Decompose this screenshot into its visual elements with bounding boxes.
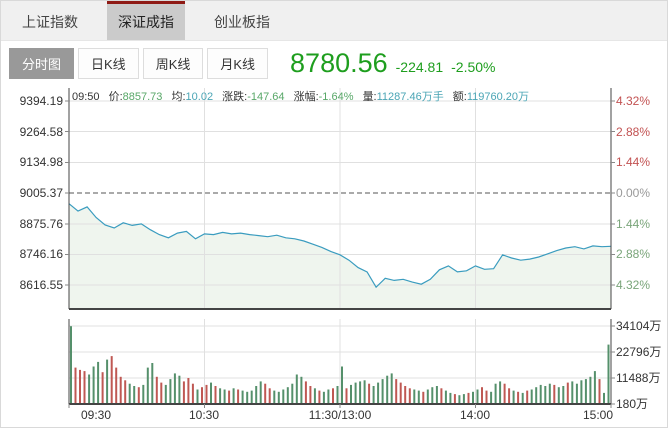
period-button-intraday[interactable]: 分时图 — [9, 48, 75, 79]
readout-avg-value: 10.02 — [185, 91, 214, 103]
readout-amount-value: 119760.20万 — [466, 91, 530, 103]
x-axis-time-label: 14:00 — [459, 408, 491, 422]
readout-price-label: 价: — [108, 91, 123, 103]
tab-shanghai-index[interactable]: 上证指数 — [22, 14, 78, 30]
readout-volume-value: 11287.46万手 — [376, 91, 444, 103]
period-button-daily-k[interactable]: 日K线 — [78, 48, 139, 79]
tab-chinext-index[interactable]: 创业板指 — [214, 14, 270, 30]
y-axis-price-label: 9264.58 — [19, 125, 63, 139]
x-axis-time-label: 10:30 — [188, 408, 220, 422]
readout-time: 09:50 — [72, 91, 100, 103]
y-axis-pct-label: 4.32% — [616, 278, 651, 292]
index-quote: 8780.56 -224.81 -2.50% — [290, 48, 495, 79]
chart-area: 09:50 价:8857.73 均:10.02 涨跌:-147.64 涨幅:-1… — [1, 86, 667, 427]
price-change: -224.81 — [395, 59, 444, 75]
axis-ticks — [65, 100, 615, 408]
price-line — [68, 203, 612, 289]
y-axis-price-label: 8746.16 — [19, 247, 63, 261]
y-axis-pct-label: 1.44% — [616, 217, 651, 231]
readout-changepct-value: -1.64% — [318, 91, 354, 103]
y-axis-pct-label: 4.32% — [616, 94, 651, 108]
hover-readout: 09:50 价:8857.73 均:10.02 涨跌:-147.64 涨幅:-1… — [72, 88, 529, 104]
readout-changepct-label: 涨幅: — [293, 91, 319, 103]
y-axis-pct-label: 2.88% — [616, 247, 651, 261]
last-price: 8780.56 — [290, 48, 388, 78]
readout-change-value: -147.64 — [247, 91, 285, 103]
y-axis-pct-label: 1.44% — [616, 155, 651, 169]
readout-avg-label: 均: — [171, 91, 186, 103]
chart-toolbar: 分时图 日K线 周K线 月K线 8780.56 -224.81 -2.50% — [1, 41, 667, 86]
period-button-weekly-k[interactable]: 周K线 — [142, 48, 204, 79]
y-axis-pct-label: 0.00% — [616, 186, 651, 200]
y-axis-volume-label: 180万 — [616, 397, 649, 411]
x-axis-time-label: 11:30/13:00 — [308, 408, 372, 422]
y-axis-price-label: 9394.19 — [19, 94, 63, 108]
readout-change-label: 涨跌: — [222, 91, 248, 103]
x-axis-time-label: 15:00 — [582, 408, 613, 422]
period-button-monthly-k[interactable]: 月K线 — [207, 48, 269, 79]
y-axis-volume-label: 11488万 — [616, 371, 661, 385]
tab-shenzhen-index[interactable]: 深证成指 — [107, 1, 185, 40]
y-axis-volume-label: 22796万 — [616, 345, 662, 359]
readout-price-value: 8857.73 — [122, 91, 163, 103]
readout-amount-label: 额: — [452, 91, 467, 103]
intraday-chart-canvas[interactable] — [1, 86, 667, 427]
price-change-pct: -2.50% — [451, 59, 496, 75]
y-axis-volume-label: 34104万 — [616, 319, 662, 333]
index-tabs: 上证指数 深证成指 创业板指 — [1, 1, 667, 41]
y-axis-price-label: 8616.55 — [19, 278, 63, 292]
y-axis-pct-label: 2.88% — [616, 125, 651, 139]
y-axis-price-label: 9134.98 — [19, 155, 63, 169]
x-axis-time-label: 09:30 — [81, 408, 112, 422]
readout-volume-label: 量: — [362, 91, 377, 103]
volume-bars — [70, 326, 610, 404]
y-axis-price-label: 9005.37 — [19, 186, 63, 200]
y-axis-price-label: 8875.76 — [19, 217, 63, 231]
